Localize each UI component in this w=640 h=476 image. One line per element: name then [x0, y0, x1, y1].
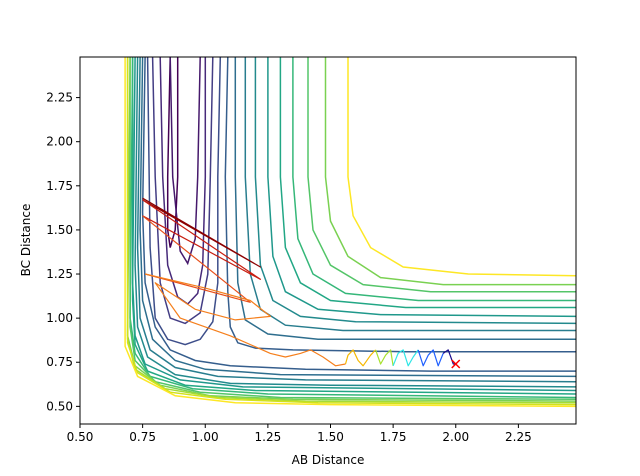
x-tick-label: 1.25 [255, 430, 282, 444]
contour-line-20 [307, 57, 576, 293]
y-axis-label: BC Distance [19, 204, 33, 277]
x-tick-label: 1.75 [380, 430, 407, 444]
x-tick-label: 1.50 [317, 430, 344, 444]
contour-line-9 [139, 57, 576, 378]
y-tick-label: 2.25 [46, 91, 73, 105]
trajectory-segment-7 [392, 349, 419, 367]
x-axis-label: AB Distance [292, 453, 365, 467]
contour-line-12 [254, 57, 576, 325]
end-marker-stroke-2 [451, 359, 461, 369]
trajectory-segment-2 [142, 199, 261, 280]
trajectory-segment-6 [375, 349, 394, 366]
plot-area-background [80, 57, 576, 424]
trajectory-segment-4 [144, 273, 346, 367]
x-tick-label: 2.25 [505, 430, 532, 444]
trajectory-segment-9 [442, 349, 456, 365]
y-tick-label: 2.00 [46, 135, 73, 149]
y-tick-label: 1.50 [46, 223, 73, 237]
contour-line-14 [267, 57, 576, 318]
trajectory-segment-8 [417, 349, 444, 367]
contour-line-13 [134, 57, 576, 388]
contour-line-25 [126, 57, 576, 406]
x-axis-ticks: 0.50 0.75 1.00 1.25 1.50 1.75 2.00 2.25 [67, 424, 532, 444]
y-tick-label: 0.50 [46, 399, 73, 413]
x-tick-label: 2.00 [442, 430, 469, 444]
contour-line-22 [324, 57, 576, 286]
x-tick-label: 0.50 [67, 430, 94, 444]
x-tick-label: 0.75 [129, 430, 156, 444]
contour-line-17 [131, 57, 576, 395]
x-tick-label: 1.00 [192, 430, 219, 444]
contour-line-10 [244, 57, 576, 332]
contour-line-2 [169, 57, 201, 266]
contour-line-27 [124, 57, 576, 408]
contour-line-7 [141, 57, 576, 372]
trajectory-segment-5 [344, 349, 377, 367]
trajectory-path [142, 197, 456, 367]
axes-frame [79, 56, 577, 425]
contour-line-8 [234, 57, 576, 341]
contour-lines [124, 57, 576, 408]
contour-line-4 [151, 57, 214, 325]
contour-line-16 [279, 57, 576, 309]
contour-line-18 [292, 57, 576, 302]
trajectory-segment-1 [142, 197, 261, 268]
contour-line-11 [136, 57, 576, 383]
y-tick-label: 0.75 [46, 355, 73, 369]
y-axis-ticks: 0.50 0.75 1.00 1.25 1.50 1.75 2.00 2.25 [46, 91, 80, 413]
contour-line-26 [347, 57, 576, 277]
y-tick-label: 1.75 [46, 179, 73, 193]
y-tick-label: 1.00 [46, 311, 73, 325]
end-marker [451, 359, 461, 369]
contour-line-6 [224, 57, 576, 353]
contour-line-5 [146, 57, 222, 346]
y-tick-label: 1.25 [46, 267, 73, 281]
contour-line-1 [166, 57, 179, 248]
trajectory-segment-3 [142, 215, 251, 303]
